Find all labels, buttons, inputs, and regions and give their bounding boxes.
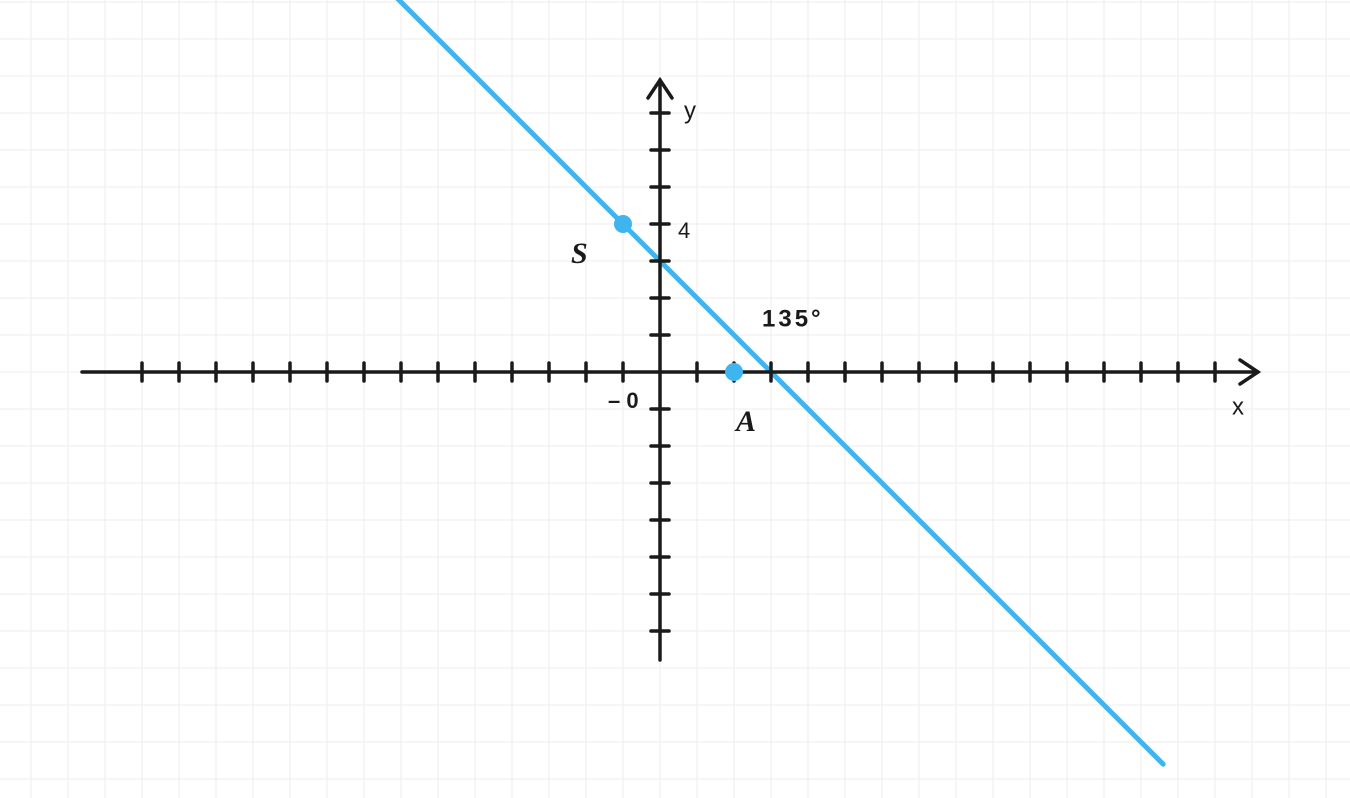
x-axis-label: x xyxy=(1232,393,1244,420)
origin-label: – 0 xyxy=(608,388,639,413)
point-label-S: S xyxy=(571,237,588,270)
point-S xyxy=(614,215,632,233)
annotation-ytick4: 4 xyxy=(678,218,690,243)
point-label-A: A xyxy=(734,405,756,438)
y-axis-label: y xyxy=(684,97,696,124)
chart-bg xyxy=(0,0,1350,798)
point-A xyxy=(725,363,743,381)
coordinate-chart: x y – 0 S A 135° 4 xyxy=(0,0,1350,798)
annotation-angle135: 135° xyxy=(762,305,824,332)
